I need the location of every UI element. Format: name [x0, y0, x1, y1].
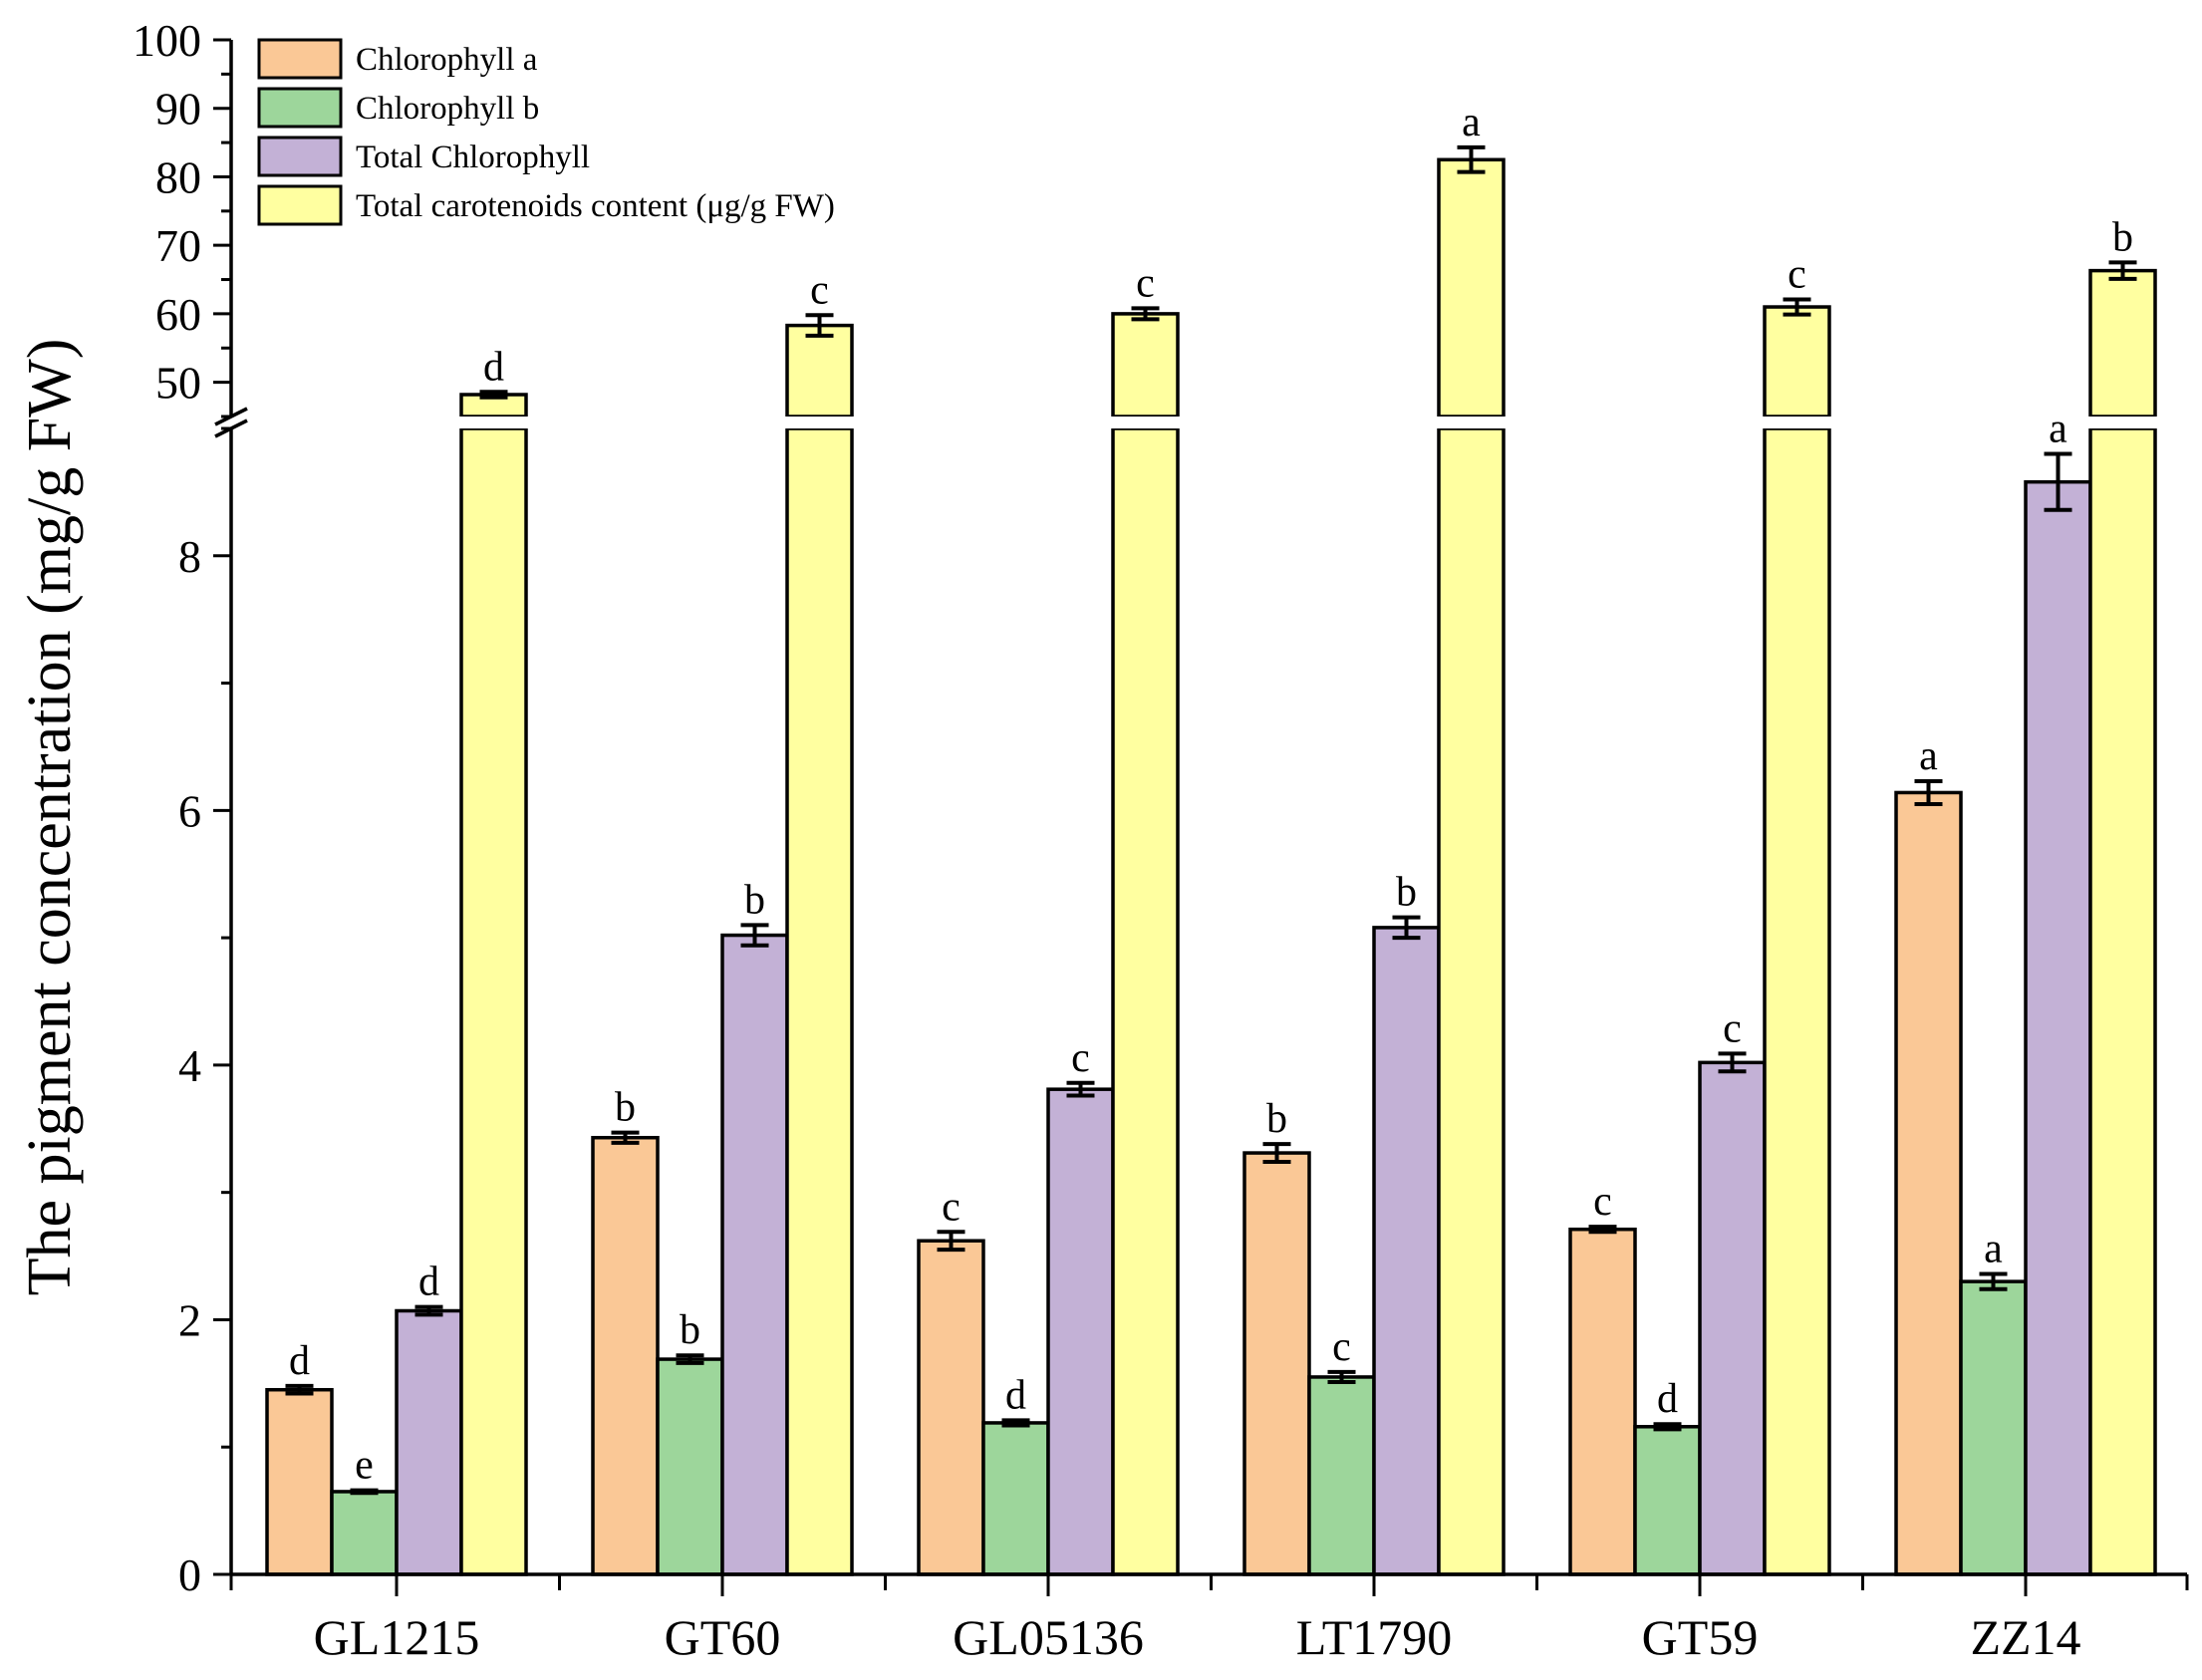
significance-letter: d: [1657, 1376, 1678, 1422]
y-tick-label: 0: [178, 1549, 201, 1600]
bar: [2088, 426, 2157, 1576]
bar: [1437, 157, 1506, 419]
bar: [591, 1135, 660, 1576]
y-tick-label: 80: [155, 151, 201, 202]
legend-label: Total Chlorophyll: [356, 140, 590, 175]
bar: [917, 1239, 985, 1576]
bar: [981, 1421, 1050, 1576]
legend-swatch: [257, 38, 343, 80]
bar: [1046, 1087, 1115, 1576]
significance-letter: a: [1984, 1226, 2003, 1271]
bar: [1698, 1060, 1767, 1576]
legend-label: Chlorophyll b: [356, 91, 539, 127]
x-tick-label: GT59: [1642, 1609, 1759, 1665]
axis-break-gap: [458, 417, 529, 428]
axis-break-gap: [2087, 417, 2158, 428]
y-tick-label: 8: [178, 531, 201, 582]
significance-letter: b: [1396, 870, 1417, 916]
bar: [1959, 1279, 2028, 1576]
significance-letter: a: [1462, 100, 1481, 145]
x-tick-label: GL1215: [314, 1609, 480, 1665]
bar: [2088, 268, 2157, 419]
significance-letter: c: [1788, 251, 1806, 297]
bar: [1372, 926, 1441, 1576]
significance-letter: d: [418, 1260, 439, 1305]
bar: [785, 323, 854, 419]
significance-letter: d: [1005, 1372, 1026, 1418]
bar: [656, 1357, 724, 1576]
bar: [1763, 305, 1831, 419]
axis-break-gap: [1110, 417, 1181, 428]
significance-letter: c: [1071, 1035, 1090, 1081]
significance-letter: e: [355, 1443, 374, 1489]
significance-letter: c: [1723, 1005, 1742, 1051]
y-tick-label: 100: [133, 15, 201, 66]
axes-layer: 0 2 4 6 8 50 60 70 80 90 100 GL1215 GT60 GL05136 LT179…: [133, 15, 2189, 1665]
y-tick-label: 50: [155, 358, 201, 409]
bars-layer: d b c b c a e b d c d a d b c b c a d c c a c b: [265, 100, 2158, 1576]
bar: [1111, 312, 1180, 419]
y-tick-label: 2: [178, 1294, 201, 1345]
x-tick-label: LT1790: [1296, 1609, 1453, 1665]
bar: [265, 1387, 334, 1576]
y-tick-label: 4: [178, 1040, 201, 1091]
bar: [1894, 790, 1963, 1576]
bar: [2024, 479, 2092, 1576]
axis-break-gap: [1762, 417, 1832, 428]
significance-letter: b: [680, 1307, 700, 1353]
y-tick-label: 6: [178, 785, 201, 836]
bar: [459, 426, 528, 1576]
significance-letter: c: [810, 267, 829, 313]
significance-letter: a: [1919, 733, 1938, 779]
x-tick-label: ZZ14: [1970, 1609, 2080, 1665]
bar: [1568, 1227, 1637, 1576]
significance-letter: b: [1266, 1096, 1287, 1142]
bar: [1307, 1375, 1376, 1576]
y-tick-label: 90: [155, 84, 201, 135]
y-tick-label: 70: [155, 220, 201, 271]
x-tick-label: GT60: [665, 1609, 781, 1665]
significance-letter: b: [2112, 214, 2133, 260]
legend-swatch: [257, 136, 343, 177]
legend: Chlorophyll a Chlorophyll b Total Chloroph…: [257, 38, 835, 226]
significance-letter: a: [2049, 407, 2067, 452]
x-tick-label: GL05136: [953, 1609, 1144, 1665]
bar: [1111, 426, 1180, 1576]
significance-letter: d: [483, 344, 504, 390]
axis-break-gap: [1436, 417, 1507, 428]
legend-label: Chlorophyll a: [356, 42, 538, 78]
bar: [1437, 426, 1506, 1576]
bar: [1763, 426, 1831, 1576]
y-axis-label: The pigment concentration (mg/g FW): [16, 339, 84, 1296]
bar: [1633, 1425, 1702, 1576]
significance-letter: c: [942, 1184, 961, 1230]
legend-swatch: [257, 184, 343, 226]
significance-letter: b: [744, 877, 765, 923]
bar: [330, 1490, 399, 1576]
bar: [720, 933, 789, 1576]
bar: [1242, 1151, 1311, 1576]
bar: [395, 1308, 463, 1576]
significance-letter: b: [615, 1085, 636, 1131]
significance-letter: c: [1593, 1179, 1612, 1225]
significance-letter: d: [289, 1338, 310, 1384]
legend-label: Total carotenoids content (μg/g FW): [356, 188, 835, 224]
y-tick-label: 60: [155, 289, 201, 340]
legend-swatch: [257, 87, 343, 129]
bar: [785, 426, 854, 1576]
axis-break-gap: [784, 417, 855, 428]
significance-letter: c: [1136, 260, 1155, 306]
significance-letter: c: [1332, 1324, 1351, 1370]
